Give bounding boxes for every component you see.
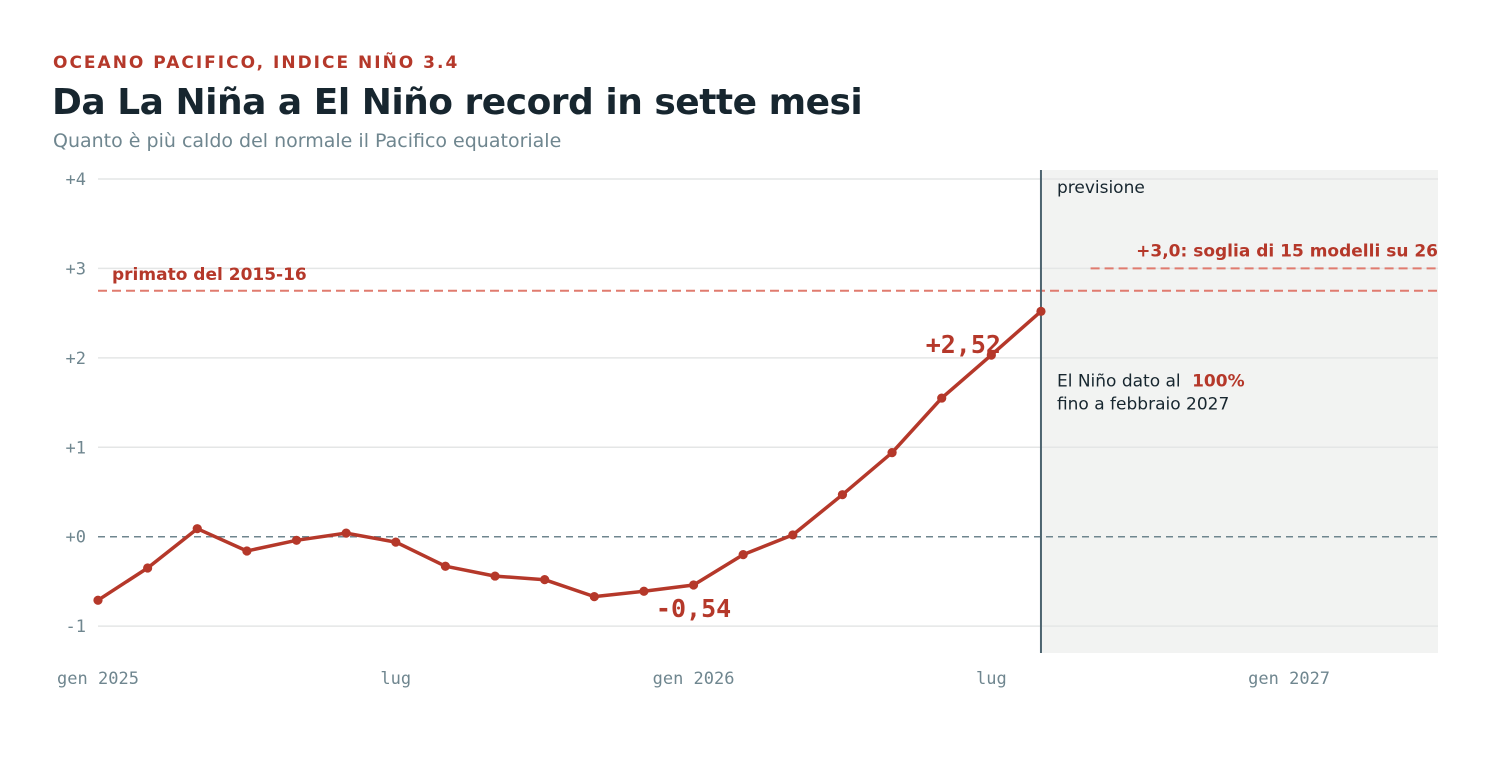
data-point <box>738 550 748 560</box>
forecast-note-prefix: El Niño dato al <box>1057 371 1181 391</box>
data-point <box>688 580 699 590</box>
reference-line-label: primato del 2015-16 <box>112 265 307 285</box>
y-axis: +4 +3 +2 +1 +0 -1 <box>66 170 86 637</box>
data-value-label: -0,54 <box>656 594 731 623</box>
data-point <box>391 537 401 547</box>
data-point <box>192 524 202 534</box>
x-tick-label: lug <box>380 669 411 689</box>
y-tick-label: +0 <box>66 528 86 548</box>
value-labels: -0,54 +2,52 <box>656 330 1001 623</box>
data-point <box>639 586 649 596</box>
forecast-region <box>1040 170 1438 653</box>
x-axis: gen 2025 lug gen 2026 lug gen 2027 <box>57 669 1330 689</box>
x-tick-label: gen 2027 <box>1248 669 1330 689</box>
data-point <box>540 575 550 585</box>
data-point <box>1036 306 1046 316</box>
data-point <box>986 350 996 360</box>
forecast-note-value: 100% <box>1192 371 1245 391</box>
reference-line-label: +3,0: soglia di 15 modelli su 26 <box>1136 241 1438 261</box>
data-point <box>291 535 302 545</box>
series-line <box>96 309 1043 602</box>
data-value-label: +2,52 <box>926 330 1001 359</box>
grid-lines <box>98 178 1438 627</box>
data-point <box>788 530 798 540</box>
y-tick-label: -1 <box>66 617 86 637</box>
forecast-label: previsione <box>1057 178 1145 198</box>
data-point <box>887 448 897 458</box>
forecast-note-suffix: fino a febbraio 2027 <box>1057 394 1229 414</box>
data-point <box>341 528 351 538</box>
y-tick-label: +4 <box>66 170 86 190</box>
data-point <box>937 393 947 403</box>
y-tick-label: +2 <box>66 349 86 369</box>
data-point <box>143 563 153 573</box>
data-point <box>490 571 500 581</box>
x-tick-label: gen 2026 <box>653 669 735 689</box>
reference-lines: primato del 2015-16 +3,0: soglia di 15 mo… <box>98 241 1438 538</box>
chart-title: Da La Niña a El Niño record in sette mes… <box>52 82 863 123</box>
chart-subtitle: Quanto è più caldo del normale il Pacifi… <box>53 130 562 152</box>
series-layer <box>93 306 1046 605</box>
data-point <box>93 595 103 605</box>
x-tick-label: lug <box>976 669 1007 689</box>
data-point <box>837 490 848 500</box>
data-point <box>589 592 599 602</box>
chart-kicker: OCEANO PACIFICO, INDICE NIÑO 3.4 <box>53 53 460 73</box>
y-tick-label: +3 <box>66 259 86 279</box>
forecast-note: El Niño dato al 100% fino a febbraio 202… <box>1057 371 1250 414</box>
data-point <box>440 561 451 571</box>
y-tick-label: +1 <box>66 438 86 458</box>
data-point <box>242 546 252 556</box>
x-tick-label: gen 2025 <box>57 669 139 689</box>
